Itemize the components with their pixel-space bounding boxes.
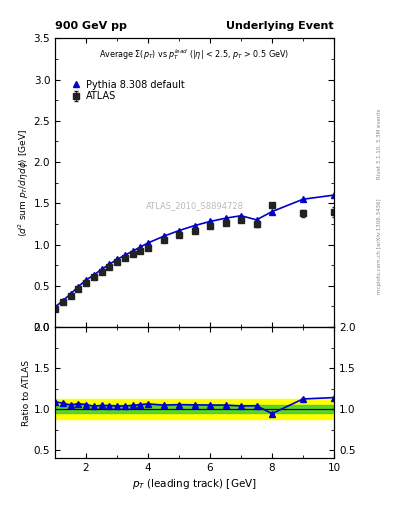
Pythia 8.308 default [208, 219, 212, 225]
Pythia 8.308 default [301, 196, 305, 202]
Pythia 8.308 default [68, 291, 73, 297]
Pythia 8.308 default [130, 248, 135, 254]
Y-axis label: $\langle d^2$ sum $p_T/d\eta d\phi\rangle$ [GeV]: $\langle d^2$ sum $p_T/d\eta d\phi\rangl… [17, 129, 31, 237]
Pythia 8.308 default [138, 244, 143, 250]
Pythia 8.308 default [146, 240, 151, 246]
Pythia 8.308 default [332, 192, 336, 198]
Pythia 8.308 default [254, 217, 259, 223]
Pythia 8.308 default [53, 304, 57, 310]
Pythia 8.308 default [177, 227, 182, 233]
Text: ATLAS_2010_S8894728: ATLAS_2010_S8894728 [145, 201, 244, 210]
Pythia 8.308 default [92, 272, 96, 278]
Pythia 8.308 default [223, 215, 228, 221]
Pythia 8.308 default [99, 266, 104, 272]
Pythia 8.308 default [239, 212, 243, 219]
Pythia 8.308 default [192, 223, 197, 229]
Y-axis label: Ratio to ATLAS: Ratio to ATLAS [22, 359, 31, 425]
Text: Rivet 3.1.10, 3.3M events: Rivet 3.1.10, 3.3M events [377, 108, 382, 179]
Pythia 8.308 default [107, 261, 112, 267]
X-axis label: $p_T$ (leading track) [GeV]: $p_T$ (leading track) [GeV] [132, 477, 257, 492]
Line: Pythia 8.308 default: Pythia 8.308 default [52, 193, 337, 310]
Pythia 8.308 default [61, 297, 65, 304]
Text: mcplots.cern.ch [arXiv:1306.3436]: mcplots.cern.ch [arXiv:1306.3436] [377, 198, 382, 293]
Pythia 8.308 default [123, 252, 127, 259]
Legend: Pythia 8.308 default, ATLAS: Pythia 8.308 default, ATLAS [68, 78, 186, 103]
Pythia 8.308 default [115, 257, 119, 263]
Text: Underlying Event: Underlying Event [226, 21, 334, 31]
Text: 900 GeV pp: 900 GeV pp [55, 21, 127, 31]
Pythia 8.308 default [161, 233, 166, 240]
Text: Average $\Sigma(p_T)$ vs $p_T^{lead}$ ($|\eta|$ < 2.5, $p_T$ > 0.5 GeV): Average $\Sigma(p_T)$ vs $p_T^{lead}$ ($… [99, 47, 290, 62]
Pythia 8.308 default [84, 277, 88, 283]
Pythia 8.308 default [270, 208, 274, 215]
Pythia 8.308 default [76, 284, 81, 290]
